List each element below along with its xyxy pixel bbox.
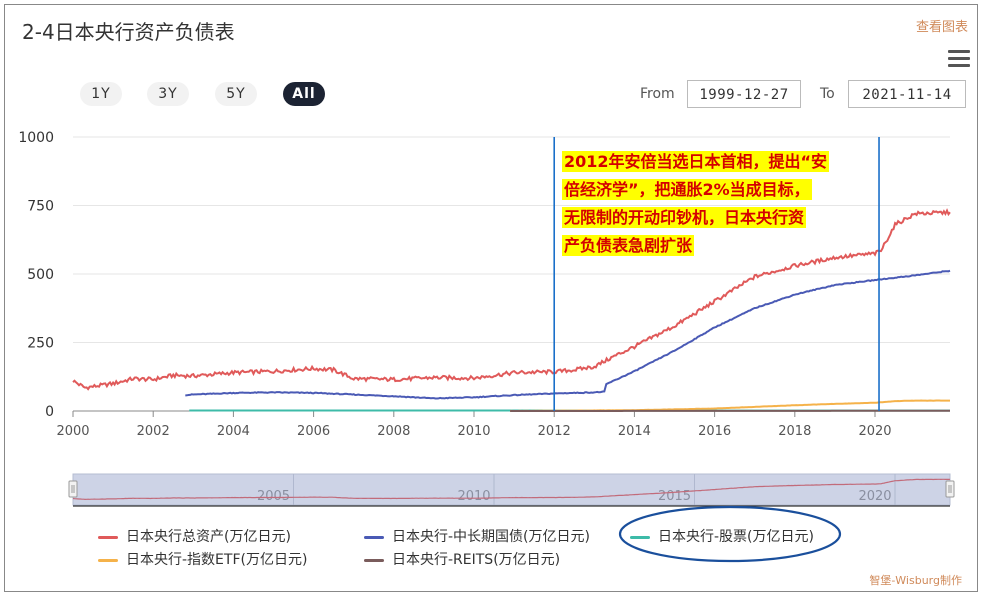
legend-item-reits[interactable]: 日本央行-REITS(万亿日元) [364, 549, 560, 569]
range-1y-button[interactable]: 1Y [80, 82, 122, 106]
annotation-line-1: 2012年安倍当选日本首相，提出“安 [562, 151, 830, 172]
range-all-button[interactable]: All [283, 82, 325, 106]
annotation-line-3: 无限制的开动印钞机，日本央行资 [562, 207, 807, 228]
annotation-line-2: 倍经济学”，把通胀2%当成目标， [562, 179, 812, 200]
legend-item-total-assets[interactable]: 日本央行总资产(万亿日元) [98, 526, 291, 546]
legend-item-etf[interactable]: 日本央行-指数ETF(万亿日元) [98, 549, 307, 569]
to-label: To [820, 86, 835, 102]
legend-label: 日本央行-指数ETF(万亿日元) [126, 552, 308, 568]
to-date-input[interactable]: 2021-11-14 [848, 80, 966, 108]
legend-swatch [630, 535, 650, 539]
legend-label: 日本央行-股票(万亿日元) [658, 529, 814, 545]
view-chart-link[interactable]: 查看图表 [915, 20, 968, 35]
from-date-input[interactable]: 1999-12-27 [687, 80, 801, 108]
range-5y-button[interactable]: 5Y [215, 82, 257, 106]
legend-swatch [364, 535, 384, 539]
legend-label: 日本央行-REITS(万亿日元) [392, 552, 561, 568]
from-label: From [640, 86, 675, 102]
legend-label: 日本央行总资产(万亿日元) [126, 529, 291, 545]
legend-item-stocks[interactable]: 日本央行-股票(万亿日元) [630, 526, 814, 546]
watermark: 智堡-Wisburg制作 [869, 574, 962, 587]
legend-item-jgb[interactable]: 日本央行-中长期国债(万亿日元) [364, 526, 590, 546]
annotation-box: 2012年安倍当选日本首相，提出“安 倍经济学”，把通胀2%当成目标， 无限制的… [562, 148, 874, 260]
legend-swatch [98, 558, 118, 562]
annotation-line-4: 产负债表急剧扩张 [562, 235, 695, 256]
legend-label: 日本央行-中长期国债(万亿日元) [392, 529, 590, 545]
legend-swatch [98, 535, 118, 539]
range-3y-button[interactable]: 3Y [147, 82, 189, 106]
hamburger-menu-icon[interactable] [948, 50, 970, 68]
page-title: 2-4日本央行资产负债表 [22, 20, 235, 44]
legend-swatch [364, 558, 384, 562]
